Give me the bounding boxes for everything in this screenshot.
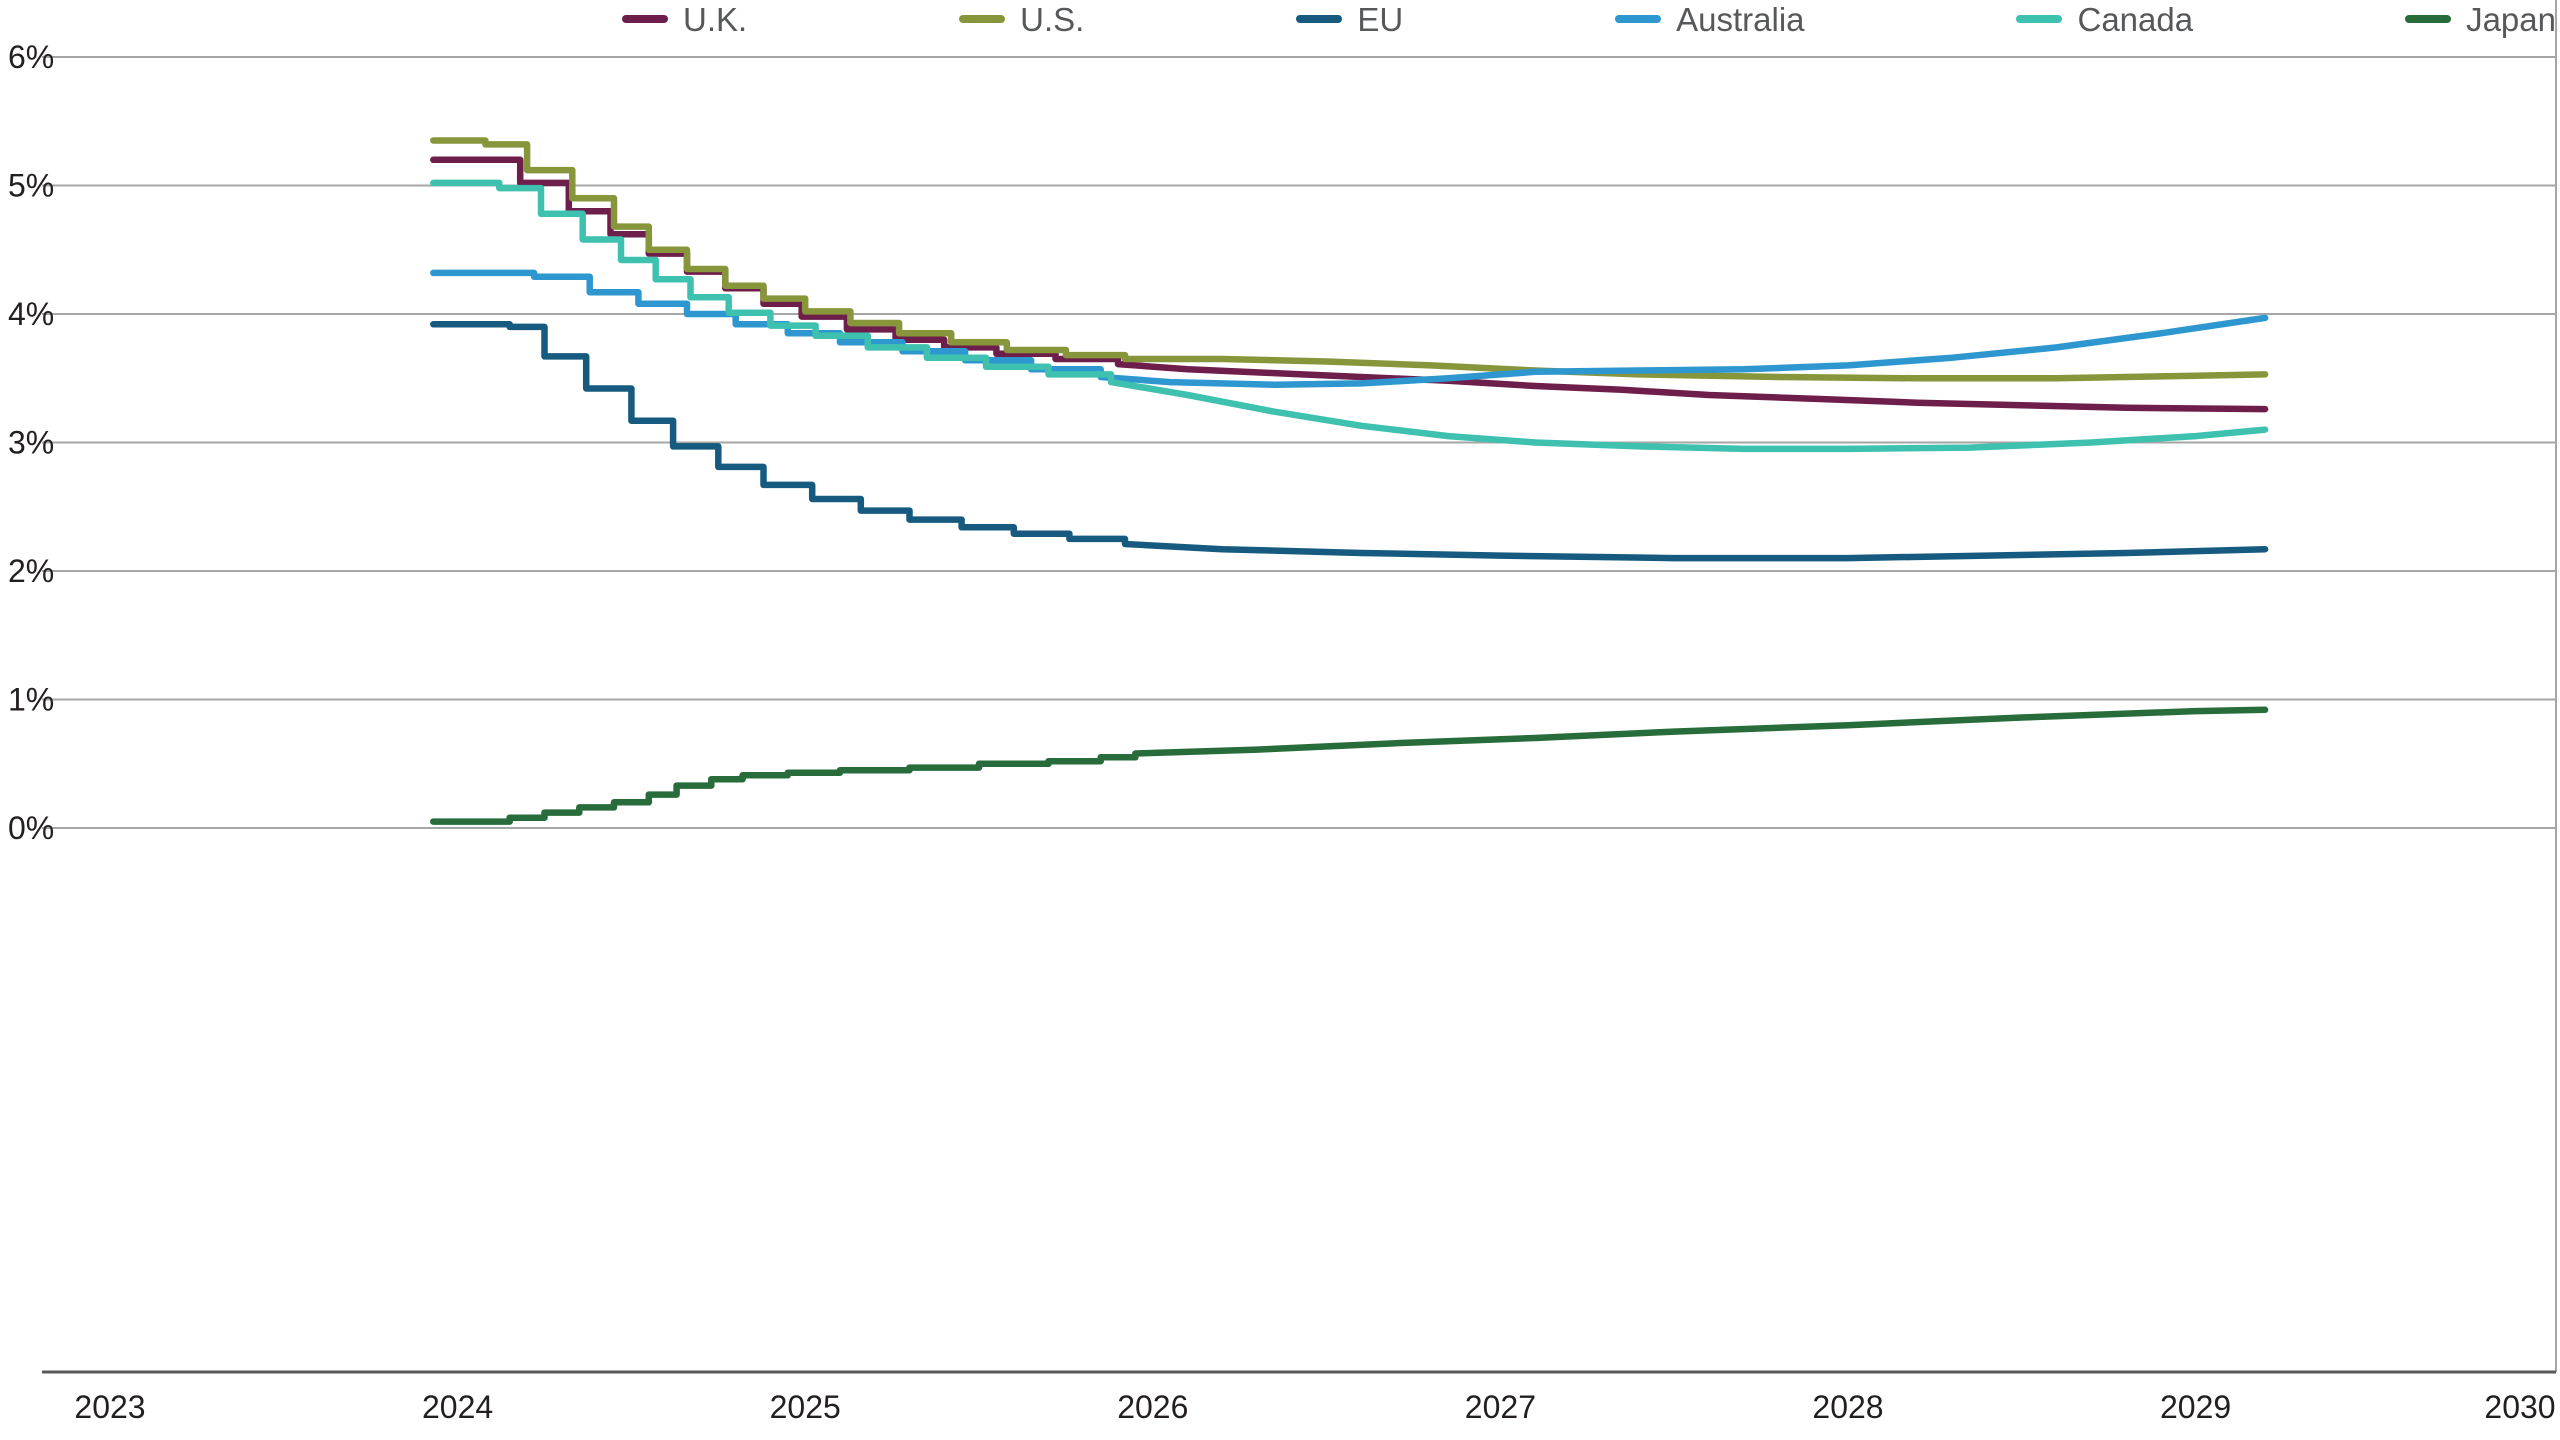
legend-item-u-k: U.K. [622, 3, 747, 36]
x-axis-tick-label: 2028 [1812, 1389, 1883, 1425]
legend-label-eu: EU [1357, 0, 1404, 38]
series-line-australia [430, 269, 2269, 388]
x-axis-tick-label: 2030 [2484, 1389, 2555, 1425]
legend-item-canada: Canada [2016, 3, 2193, 36]
legend-label-u-s: U.S. [1020, 0, 1085, 38]
y-axis-tick-label: 4% [8, 296, 54, 332]
legend-label-japan: Japan [2466, 0, 2556, 38]
legend-label-australia: Australia [1676, 0, 1805, 38]
series-line-u-s [430, 137, 2269, 382]
y-axis-tick-label: 0% [8, 810, 54, 846]
legend-swatch-australia [1615, 15, 1662, 23]
series-line-canada [430, 179, 2269, 453]
legend-item-u-s: U.S. [959, 3, 1084, 36]
legend-label-canada: Canada [2077, 0, 2194, 38]
x-axis-tick-label: 2024 [422, 1389, 493, 1425]
y-axis-tick-label: 6% [8, 39, 54, 75]
legend-item-australia: Australia [1615, 0, 1805, 38]
legend-swatch-japan [2405, 15, 2452, 23]
y-axis-tick-label: 3% [8, 425, 54, 461]
legend-swatch-u-k [622, 15, 668, 23]
x-axis-tick-label: 2025 [770, 1389, 841, 1425]
series-line-japan [430, 706, 2269, 825]
x-axis-tick-label: 2026 [1117, 1389, 1188, 1425]
x-axis-tick-label: 2029 [2160, 1389, 2231, 1425]
series-line-eu [430, 321, 2269, 562]
series-line-u-k [430, 156, 2269, 413]
legend-label-u-k: U.K. [683, 0, 748, 38]
y-axis-tick-label: 5% [8, 168, 54, 204]
x-axis-tick-label: 2027 [1465, 1389, 1536, 1425]
legend-swatch-canada [2016, 15, 2063, 23]
x-axis-tick-label: 2023 [74, 1389, 145, 1425]
legend-swatch-eu [1296, 15, 1343, 23]
y-axis-tick-label: 2% [8, 553, 54, 589]
legend-item-japan: Japan [2405, 3, 2556, 36]
legend-item-eu: EU [1296, 3, 1403, 36]
y-axis-tick-label: 1% [8, 682, 54, 718]
legend-swatch-u-s [959, 15, 1006, 23]
chart-legend: U.K. U.S. EU Australia Canada Japan [622, 2, 2556, 36]
